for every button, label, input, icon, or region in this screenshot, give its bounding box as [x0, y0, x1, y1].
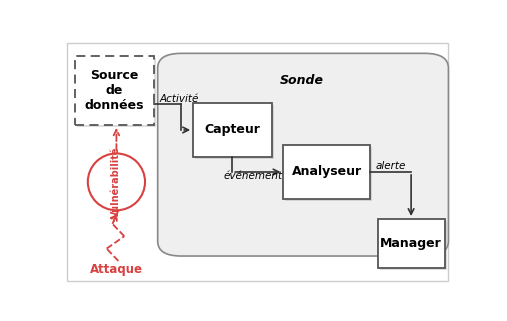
Text: Analyseur: Analyseur	[292, 166, 361, 178]
FancyBboxPatch shape	[75, 56, 154, 125]
Text: Sonde: Sonde	[279, 74, 323, 87]
Text: alerte: alerte	[376, 161, 406, 171]
Text: Source
de
données: Source de données	[85, 69, 144, 112]
Ellipse shape	[88, 153, 145, 210]
Text: Activité: Activité	[160, 94, 199, 104]
Text: Capteur: Capteur	[204, 124, 260, 136]
Text: Vulnérabilité: Vulnérabilité	[112, 146, 121, 218]
FancyBboxPatch shape	[193, 103, 272, 157]
Text: événement: événement	[223, 171, 282, 181]
FancyBboxPatch shape	[378, 219, 445, 268]
Text: Manager: Manager	[380, 237, 442, 250]
Text: Attaque: Attaque	[90, 263, 143, 276]
FancyBboxPatch shape	[158, 53, 449, 256]
FancyBboxPatch shape	[67, 43, 449, 281]
FancyBboxPatch shape	[283, 145, 370, 199]
